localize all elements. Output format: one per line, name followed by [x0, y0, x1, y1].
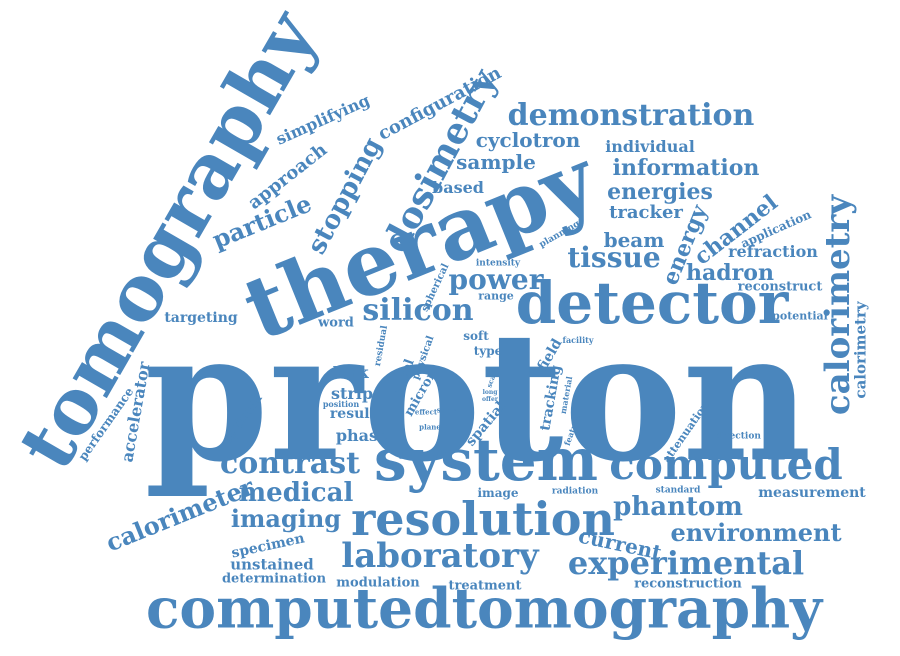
- word-result: result: [329, 406, 377, 422]
- word-image: image: [477, 486, 519, 500]
- word-demonstration: demonstration: [507, 98, 755, 133]
- word-range: range: [478, 289, 514, 303]
- word-medical: medical: [238, 478, 354, 508]
- word-radiation: radiation: [551, 486, 599, 497]
- word-strip: strip: [330, 384, 374, 403]
- word-calorimetry-vertical: calorimetry: [818, 194, 858, 416]
- word-information: information: [612, 155, 760, 181]
- word-type: type: [473, 344, 503, 358]
- word-hadron: hadron: [686, 260, 774, 286]
- word-proton: proton: [144, 292, 812, 501]
- word-power: power: [448, 263, 544, 296]
- word-unstained: unstained: [230, 555, 314, 574]
- word-contrast: contrast: [220, 446, 360, 481]
- word-dark: dark: [327, 363, 369, 382]
- word-sample: sample: [456, 150, 536, 174]
- word-plane: plane: [419, 422, 441, 432]
- word-treatment: treatment: [448, 578, 522, 594]
- word-offer: offer: [482, 396, 498, 403]
- word-imaging: imaging: [230, 504, 342, 533]
- word-effect: effect: [414, 407, 438, 417]
- word-energies: energies: [607, 179, 713, 205]
- word-calorimetry-small: calorimetry: [851, 301, 870, 399]
- word-spread: spread: [436, 405, 464, 415]
- word-word: word: [318, 315, 354, 331]
- word-measurement: measurement: [758, 485, 866, 501]
- word-modulation: modulation: [336, 575, 420, 591]
- word-individual: individual: [605, 137, 695, 156]
- word-tissue: tissue: [567, 241, 661, 274]
- word-facility: facility: [562, 335, 594, 345]
- word-phase: phase: [335, 426, 389, 445]
- word-computed: computed: [609, 440, 843, 489]
- word-soft: soft: [463, 329, 489, 343]
- word-resolution: resolution: [351, 492, 615, 546]
- word-cyclotron: cyclotron: [475, 128, 581, 152]
- word-reconstruct: reconstruct: [737, 279, 823, 295]
- word-phantom: phantom: [613, 492, 743, 522]
- word-direction: direction: [715, 431, 761, 442]
- word-determination: determination: [221, 571, 327, 587]
- word-tracker: tracker: [609, 202, 683, 223]
- word-position: position: [322, 399, 360, 409]
- word-refraction: refraction: [728, 242, 818, 261]
- word-intensity: intensity: [475, 258, 521, 269]
- word-targeting: targeting: [164, 310, 238, 326]
- word-experimental: experimental: [567, 544, 805, 582]
- word-reconstruction: reconstruction: [634, 576, 742, 592]
- word-based: based: [432, 178, 484, 197]
- word-potential: potential: [772, 309, 828, 323]
- word-environment: environment: [670, 518, 842, 547]
- word-detector: detector: [515, 269, 789, 337]
- word-system: system: [373, 426, 599, 494]
- word-laboratory: laboratory: [341, 536, 539, 576]
- word-silicon: silicon: [362, 293, 474, 328]
- word-standard: standard: [655, 485, 701, 496]
- word-computedtomography: computedtomography: [145, 575, 823, 641]
- word-beam: beam: [603, 228, 665, 252]
- word-long: long: [482, 389, 498, 396]
